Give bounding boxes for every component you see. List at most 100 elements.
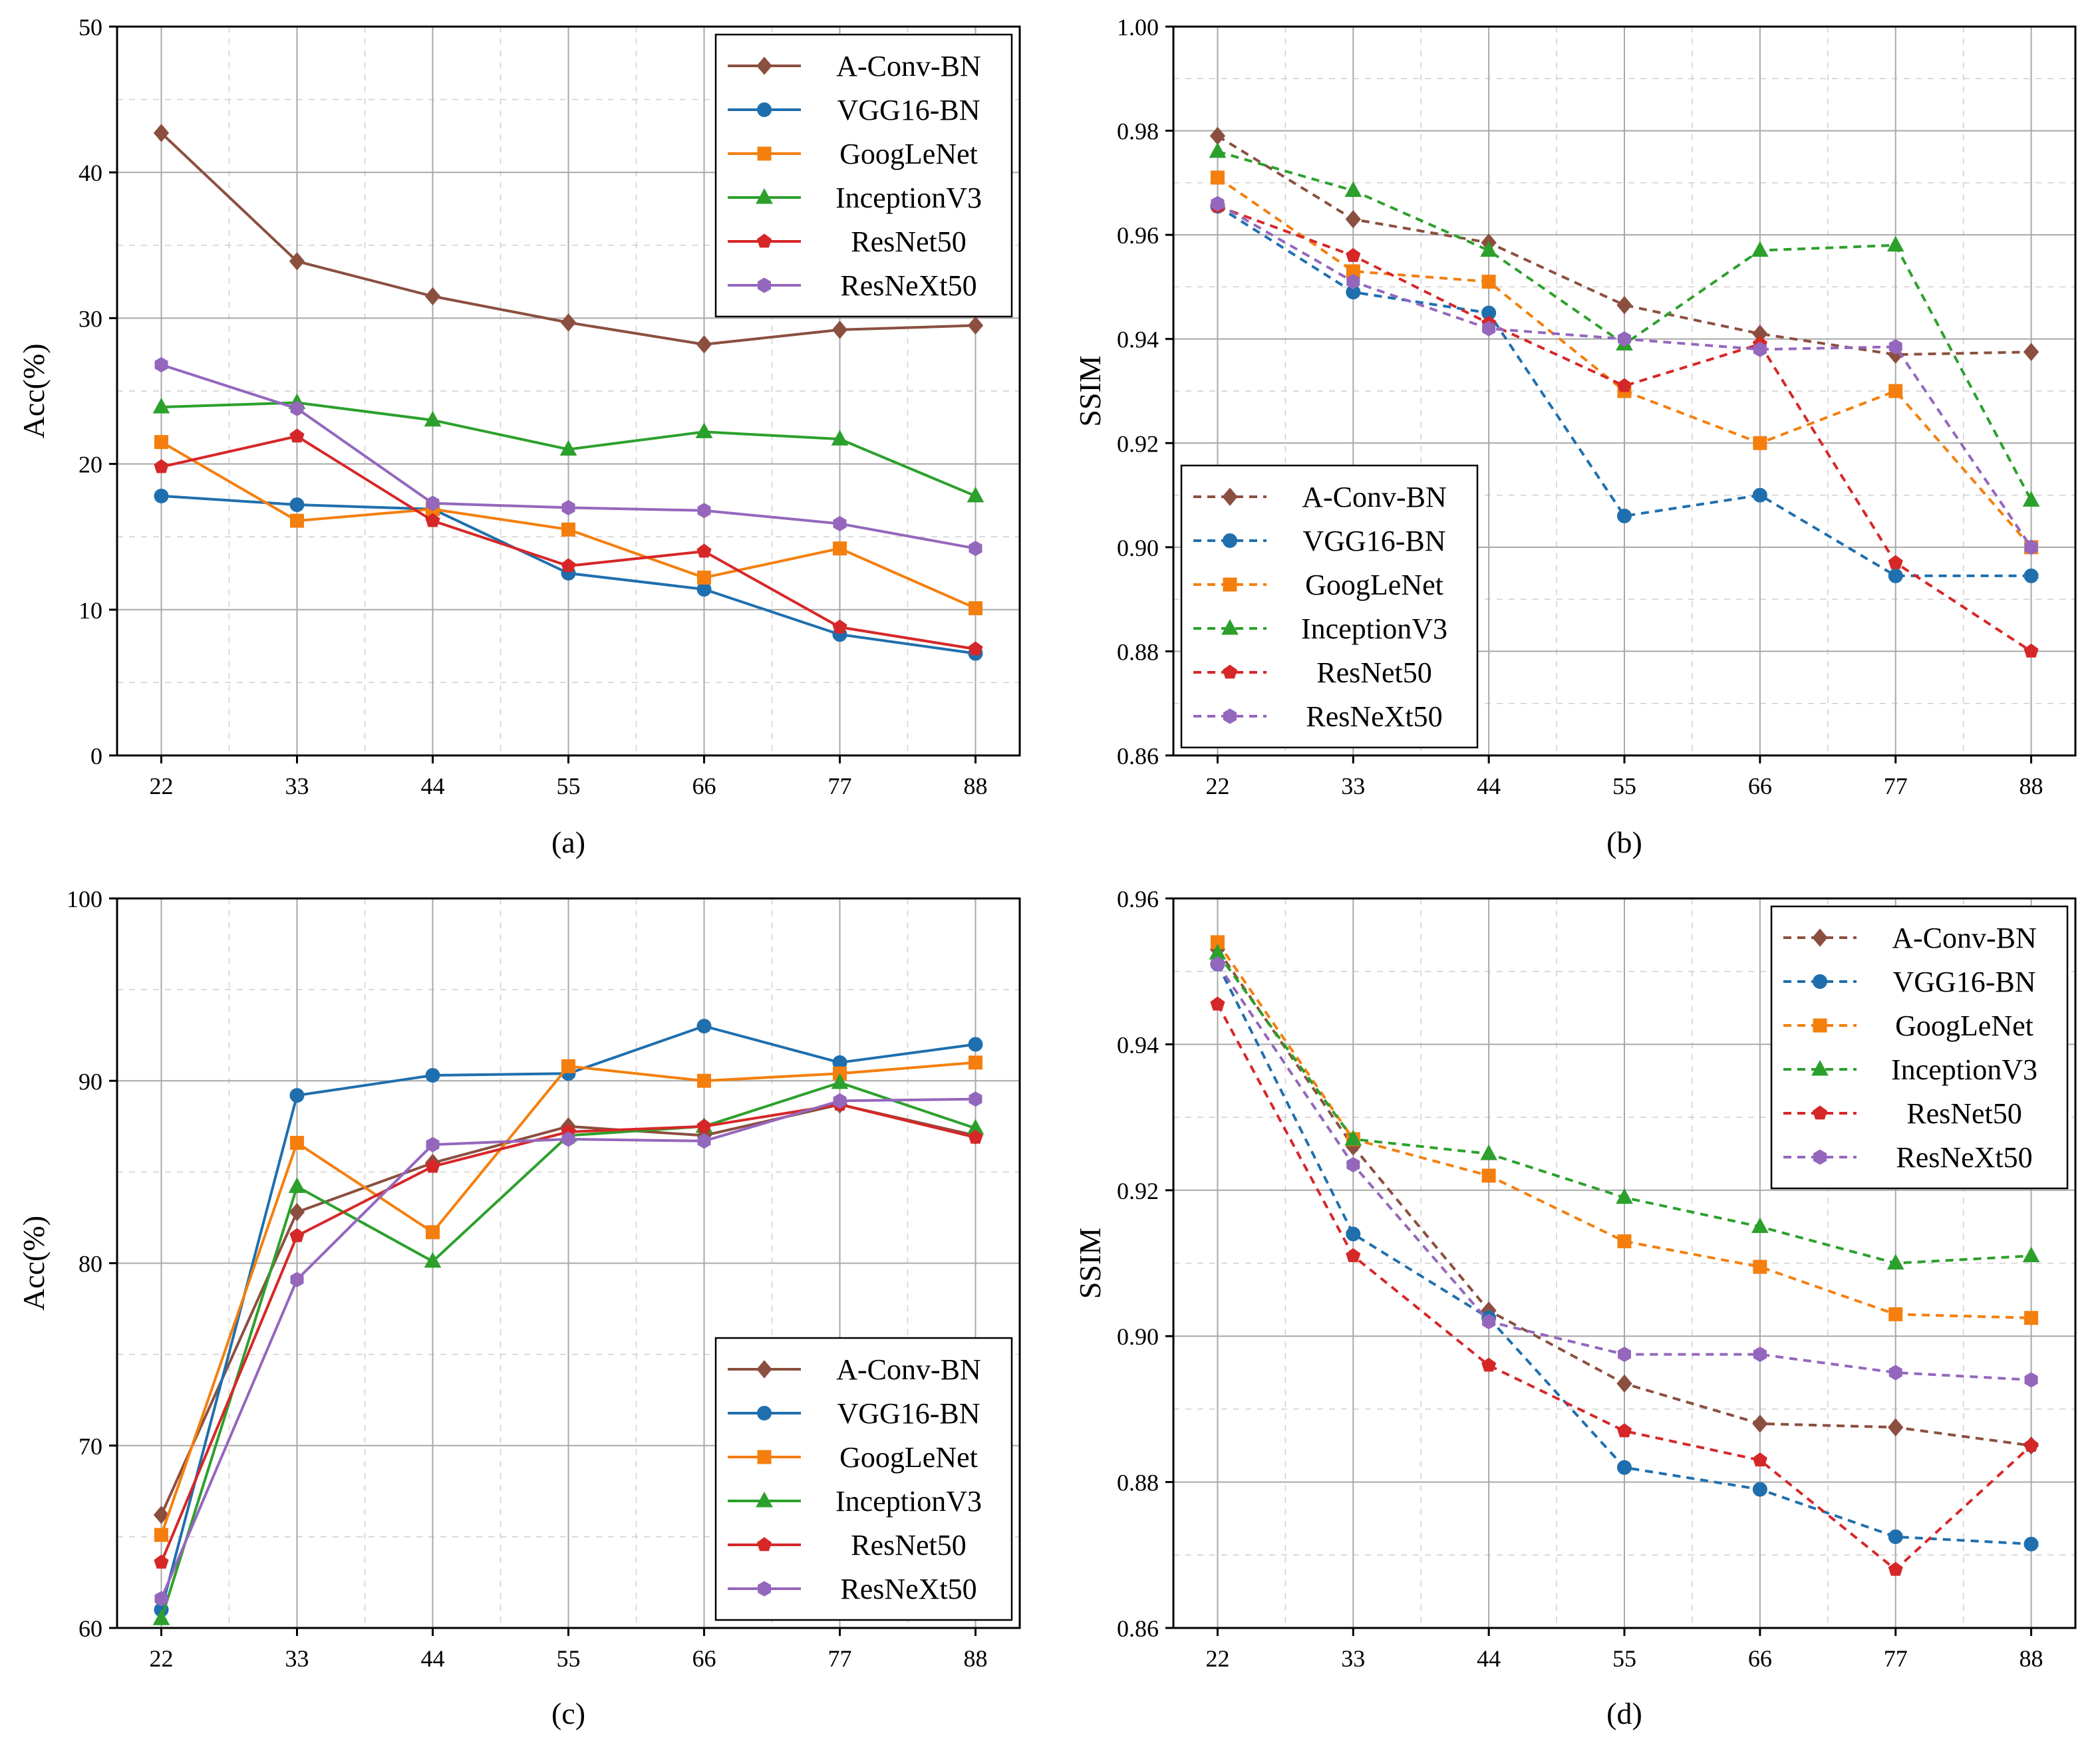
data-point	[697, 1133, 711, 1149]
data-point	[1888, 1365, 1902, 1381]
data-point	[831, 321, 848, 339]
y-tick-label: 0.90	[1117, 1323, 1159, 1350]
data-point	[290, 400, 304, 416]
legend-label: ResNet50	[1906, 1097, 2022, 1130]
data-point	[969, 601, 983, 616]
data-point	[1346, 1226, 1361, 1242]
x-tick-label: 88	[2020, 1645, 2043, 1672]
data-point	[561, 1059, 575, 1073]
data-point	[2024, 1311, 2039, 1325]
x-tick-label: 55	[557, 1645, 581, 1672]
x-tick-label: 22	[149, 773, 173, 799]
data-point	[426, 1137, 440, 1152]
y-tick-label: 50	[78, 14, 102, 41]
legend-marker	[1813, 974, 1827, 989]
x-tick-label: 33	[285, 1645, 309, 1672]
data-point	[1618, 331, 1631, 347]
data-point	[425, 1068, 440, 1083]
data-point	[290, 1272, 304, 1287]
data-point	[1752, 487, 1767, 503]
data-point	[153, 124, 170, 142]
x-tick-label: 33	[1341, 1645, 1365, 1672]
legend-label: ResNeXt50	[840, 269, 976, 302]
x-tick-label: 77	[828, 1645, 852, 1672]
legend-label: InceptionV3	[835, 1485, 982, 1518]
data-point	[1886, 235, 1904, 252]
legend-label: VGG16-BN	[837, 1397, 980, 1430]
data-point	[425, 1158, 440, 1173]
panel-a-acc-chart: 0 10 20 30 40 50 22 33 44 55 66 77 88 Acc(%) (a) A-Conv…	[17, 14, 1021, 859]
legend-box	[1770, 905, 2069, 1190]
legend-marker	[1223, 708, 1237, 724]
data-point	[1616, 1423, 1632, 1438]
data-point	[2022, 491, 2040, 507]
data-point	[833, 1093, 847, 1109]
data-point	[832, 619, 847, 634]
data-point	[697, 571, 712, 585]
data-point	[1210, 170, 1225, 185]
legend-label: A-Conv-BN	[1302, 481, 1447, 513]
data-point	[1481, 1168, 1496, 1183]
y-tick-label: 0	[90, 743, 102, 769]
data-point	[289, 1135, 304, 1150]
data-point	[1482, 1313, 1496, 1329]
data-point	[697, 503, 711, 519]
data-point	[289, 1088, 305, 1103]
data-point	[1209, 126, 1226, 146]
legend-marker	[1812, 928, 1828, 947]
panel-caption: (d)	[1606, 1696, 1642, 1730]
panel-c-acc-chart: 60 70 80 90 100 22 33 44 55 66 77 88 Acc(%) (c) A-Conv…	[17, 886, 1021, 1730]
data-point	[1616, 1188, 1633, 1204]
legend: A-Conv-BN VGG16-BN GoogLeNet InceptionV3 Res…	[714, 1337, 1013, 1621]
plot-frame	[116, 25, 1021, 757]
plot-frame	[116, 897, 1021, 1629]
y-tick-label: 0.92	[1117, 430, 1159, 457]
y-axis-title: Acc(%)	[17, 1216, 51, 1311]
legend-label: GoogLeNet	[1305, 569, 1443, 601]
data-point	[1888, 1307, 1903, 1321]
data-point	[1211, 196, 1225, 211]
data-point	[561, 1131, 575, 1147]
data-point	[2024, 643, 2039, 658]
data-point	[2024, 539, 2038, 555]
data-point	[1753, 1347, 1767, 1363]
data-point	[1888, 1529, 1903, 1544]
data-point	[1752, 1482, 1767, 1497]
data-point	[696, 1119, 712, 1133]
data-point	[561, 558, 576, 573]
legend-label: GoogLeNet	[839, 138, 978, 170]
legend-label: VGG16-BN	[1302, 525, 1445, 557]
data-point	[1481, 275, 1496, 289]
data-point	[1346, 247, 1361, 262]
data-point	[833, 541, 847, 556]
data-point	[425, 513, 440, 527]
data-point	[1888, 384, 1903, 398]
y-tick-label: 90	[78, 1068, 102, 1095]
legend-label: A-Conv-BN	[836, 1353, 981, 1386]
y-tick-label: 0.96	[1117, 886, 1159, 912]
y-tick-label: 0.94	[1117, 327, 1159, 353]
data-point	[1616, 1374, 1632, 1393]
data-point	[154, 459, 169, 473]
legend-label: InceptionV3	[835, 182, 982, 214]
data-point	[426, 495, 440, 511]
plot-frame	[1172, 25, 2077, 757]
data-point	[425, 1225, 440, 1240]
y-tick-label: 0.86	[1117, 1615, 1159, 1642]
legend-label: A-Conv-BN	[1892, 922, 2037, 954]
data-point	[1480, 1144, 1497, 1160]
data-point	[424, 287, 441, 306]
data-point	[1888, 1561, 1903, 1576]
data-point	[967, 316, 984, 335]
legend-label: InceptionV3	[1301, 612, 1447, 645]
legend-box	[714, 33, 1013, 318]
legend-label: GoogLeNet	[839, 1441, 978, 1474]
y-tick-label: 60	[78, 1615, 102, 1642]
y-tick-label: 0.92	[1117, 1178, 1159, 1204]
data-point	[152, 1609, 170, 1625]
data-point	[969, 541, 982, 557]
legend: A-Conv-BN VGG16-BN GoogLeNet InceptionV3 Res…	[1770, 905, 2069, 1190]
x-tick-label: 77	[828, 773, 852, 799]
data-point	[424, 1252, 442, 1268]
y-tick-label: 40	[78, 160, 102, 186]
